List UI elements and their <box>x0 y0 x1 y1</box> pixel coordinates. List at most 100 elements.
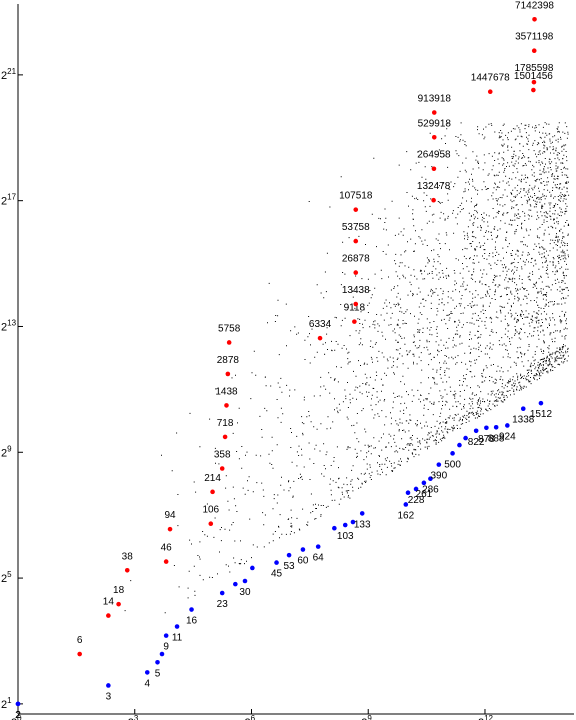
blue-point-label: 261 <box>416 489 433 500</box>
red-point <box>431 197 436 203</box>
blue-point <box>342 522 348 528</box>
red-point <box>208 521 214 527</box>
red-point <box>226 340 232 345</box>
red-point-label: 718 <box>217 418 234 429</box>
red-point <box>210 489 215 495</box>
red-point-label: 264958 <box>417 150 451 161</box>
red-point-label: 9118 <box>344 303 366 314</box>
blue-point <box>300 547 306 552</box>
red-point <box>219 466 225 471</box>
red-point-label: 3571198 <box>515 32 554 43</box>
blue-point-label: 23 <box>217 599 229 610</box>
blue-point-label: 500 <box>444 459 461 470</box>
red-point <box>167 526 173 532</box>
red-point <box>531 48 537 54</box>
red-point <box>222 434 228 440</box>
blue-point <box>484 425 489 431</box>
red-point <box>224 403 229 408</box>
blue-point <box>457 442 462 448</box>
red-point <box>531 87 536 93</box>
blue-point-label: 11 <box>172 633 183 644</box>
red-point-label: 13438 <box>342 285 370 296</box>
red-point-label: 14 <box>103 597 115 608</box>
blue-point <box>436 462 442 467</box>
red-point <box>532 16 537 22</box>
blue-point-label: 5 <box>155 668 161 679</box>
blue-point <box>155 660 160 665</box>
red-point <box>317 335 323 341</box>
blue-point <box>189 607 194 612</box>
blue-point-label: 822 <box>468 437 485 448</box>
blue-point <box>274 560 279 565</box>
blue-point <box>413 486 419 492</box>
red-point-label: 529918 <box>418 118 452 129</box>
blue-point-label: 103 <box>337 531 354 542</box>
blue-point <box>473 428 479 434</box>
blue-point <box>538 400 544 406</box>
blue-point <box>463 435 468 441</box>
blue-point <box>15 701 21 707</box>
blue-point <box>163 633 169 638</box>
blue-point <box>106 683 111 688</box>
red-point <box>431 166 437 172</box>
blue-point <box>428 476 433 481</box>
red-point <box>353 238 359 244</box>
red-point-label: 18 <box>113 585 125 596</box>
red-point-label: 913918 <box>418 94 452 105</box>
blue-point-label: 3 <box>106 691 112 702</box>
blue-point <box>242 578 248 584</box>
blue-point-label: 9 <box>163 642 169 653</box>
blue-point-label: 60 <box>297 556 309 567</box>
red-point <box>225 371 231 377</box>
blue-point-label: 133 <box>354 519 371 530</box>
red-point-label: 6 <box>77 635 83 646</box>
x-axis-ticks: 20 23 26 29 212 <box>11 709 494 720</box>
blue-point-label: 53 <box>284 561 296 572</box>
blue-point-label: 228 <box>408 495 425 506</box>
red-point-label: 1785598 <box>514 63 553 74</box>
x-tick-label: 212 <box>478 714 494 720</box>
red-point-label: 6334 <box>309 319 332 330</box>
blue-point <box>174 624 180 629</box>
red-point <box>431 134 437 140</box>
blue-point <box>332 525 337 531</box>
red-point-label: 107518 <box>339 191 373 202</box>
blue-point-label: 286 <box>422 485 439 496</box>
blue-point-label: 1512 <box>530 409 553 420</box>
red-point-label: 1447678 <box>471 73 510 84</box>
red-point-label: 214 <box>204 473 221 484</box>
red-point-label: 5758 <box>218 323 241 334</box>
red-point <box>353 207 359 212</box>
blue-point <box>315 544 321 549</box>
red-point <box>77 651 82 657</box>
red-point-label: 53758 <box>342 222 370 233</box>
blue-point-label: 888 <box>488 433 505 444</box>
y-axis-ticks: 21 25 29 213 217 221 <box>1 67 23 711</box>
blue-point <box>493 424 499 430</box>
x-tick-label: 26 <box>244 714 255 720</box>
blue-point <box>219 590 225 596</box>
blue-point <box>159 651 165 657</box>
red-point-label: 358 <box>214 450 231 461</box>
blue-point-label: 2 <box>15 710 21 720</box>
red-point-label: 1438 <box>215 386 238 397</box>
red-point-label: 26878 <box>342 254 370 265</box>
blue-point-label: 64 <box>313 553 325 564</box>
blue-point-label: 924 <box>499 431 516 442</box>
y-tick-label: 25 <box>1 570 12 585</box>
red-point-label: 106 <box>202 505 219 516</box>
blue-point <box>505 423 510 428</box>
red-point-label: 46 <box>161 543 173 554</box>
blue-point <box>144 670 150 675</box>
red-point <box>487 89 493 94</box>
red-point <box>106 613 111 618</box>
blue-point <box>450 451 455 456</box>
blue-point <box>421 480 427 486</box>
red-point <box>353 301 359 307</box>
blue-point-label: 45 <box>271 569 283 580</box>
y-tick-label: 29 <box>1 444 12 459</box>
blue-point <box>250 565 255 571</box>
